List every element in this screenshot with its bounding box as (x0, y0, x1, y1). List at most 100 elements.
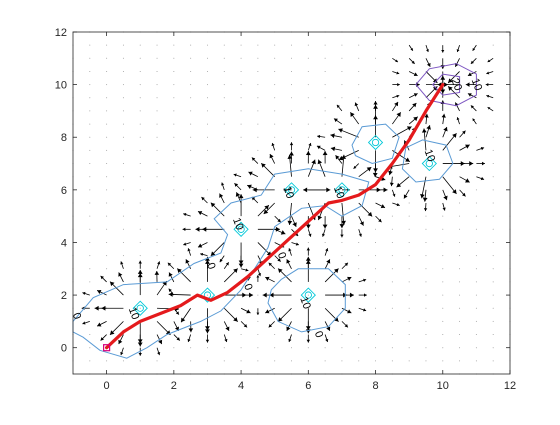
field-dot (409, 360, 410, 361)
field-dot (207, 97, 208, 98)
field-dot (493, 189, 494, 190)
field-dot (123, 229, 124, 230)
field-dot (257, 347, 258, 348)
field-dot (190, 163, 191, 164)
field-dot (140, 71, 141, 72)
field-dot (442, 360, 443, 361)
field-dot (274, 334, 275, 335)
field-dot (274, 58, 275, 59)
field-dot (358, 334, 359, 335)
field-dot (425, 281, 426, 282)
field-dot (325, 360, 326, 361)
field-dot (358, 45, 359, 46)
field-dot (173, 347, 174, 348)
field-dot (459, 295, 460, 296)
field-dot (409, 321, 410, 322)
field-dot (308, 124, 309, 125)
field-dot (89, 216, 90, 217)
field-dot (341, 347, 342, 348)
field-dot (207, 150, 208, 151)
field-dot (341, 45, 342, 46)
field-dot (375, 308, 376, 309)
field-dot (409, 308, 410, 309)
field-dot (106, 97, 107, 98)
field-dot (375, 97, 376, 98)
field-dot (190, 137, 191, 138)
field-dot (140, 110, 141, 111)
field-dot (190, 176, 191, 177)
field-dot (157, 163, 158, 164)
field-dot (392, 334, 393, 335)
field-dot (308, 84, 309, 85)
field-dot (358, 255, 359, 256)
field-dot (375, 281, 376, 282)
field-dot (140, 255, 141, 256)
field-dot (442, 268, 443, 269)
field-dot (459, 334, 460, 335)
field-dot (173, 124, 174, 125)
field-dot (173, 163, 174, 164)
field-dot (358, 84, 359, 85)
field-dot (308, 97, 309, 98)
field-dot (224, 97, 225, 98)
field-dot (207, 347, 208, 348)
field-dot (476, 229, 477, 230)
field-dot (375, 242, 376, 243)
field-dot (140, 137, 141, 138)
x-tick-label: 0 (104, 380, 110, 392)
field-dot (173, 137, 174, 138)
field-dot (140, 229, 141, 230)
field-dot (89, 84, 90, 85)
field-dot (274, 137, 275, 138)
field-dot (442, 229, 443, 230)
field-dot (392, 360, 393, 361)
field-dot (123, 163, 124, 164)
field-dot (257, 84, 258, 85)
field-dot (89, 242, 90, 243)
field-dot (123, 360, 124, 361)
field-dot (224, 45, 225, 46)
field-dot (257, 97, 258, 98)
field-dot (123, 71, 124, 72)
field-dot (224, 110, 225, 111)
field-dot (241, 124, 242, 125)
field-dot (493, 45, 494, 46)
field-dot (392, 308, 393, 309)
field-dot (476, 321, 477, 322)
y-tick-label: 6 (61, 185, 67, 197)
field-dot (459, 216, 460, 217)
field-dot (123, 203, 124, 204)
field-dot (157, 229, 158, 230)
field-dot (207, 110, 208, 111)
field-dot (476, 255, 477, 256)
field-dot (241, 137, 242, 138)
field-dot (140, 203, 141, 204)
field-dot (476, 189, 477, 190)
field-dot (123, 216, 124, 217)
field-dot (257, 137, 258, 138)
field-dot (476, 308, 477, 309)
field-dot (190, 58, 191, 59)
x-tick-label: 8 (372, 380, 378, 392)
field-dot (409, 242, 410, 243)
field-dot (493, 255, 494, 256)
field-dot (425, 216, 426, 217)
field-dot (493, 124, 494, 125)
field-dot (241, 360, 242, 361)
field-dot (157, 255, 158, 256)
field-dot (274, 45, 275, 46)
field-dot (207, 295, 208, 296)
field-dot (358, 58, 359, 59)
field-dot (341, 58, 342, 59)
field-dot (157, 176, 158, 177)
field-dot (173, 203, 174, 204)
field-dot (190, 150, 191, 151)
field-dot (123, 176, 124, 177)
field-dot (459, 321, 460, 322)
field-dot (325, 45, 326, 46)
field-dot (476, 242, 477, 243)
field-dot (308, 71, 309, 72)
field-dot (493, 281, 494, 282)
field-dot (274, 97, 275, 98)
field-dot (224, 360, 225, 361)
